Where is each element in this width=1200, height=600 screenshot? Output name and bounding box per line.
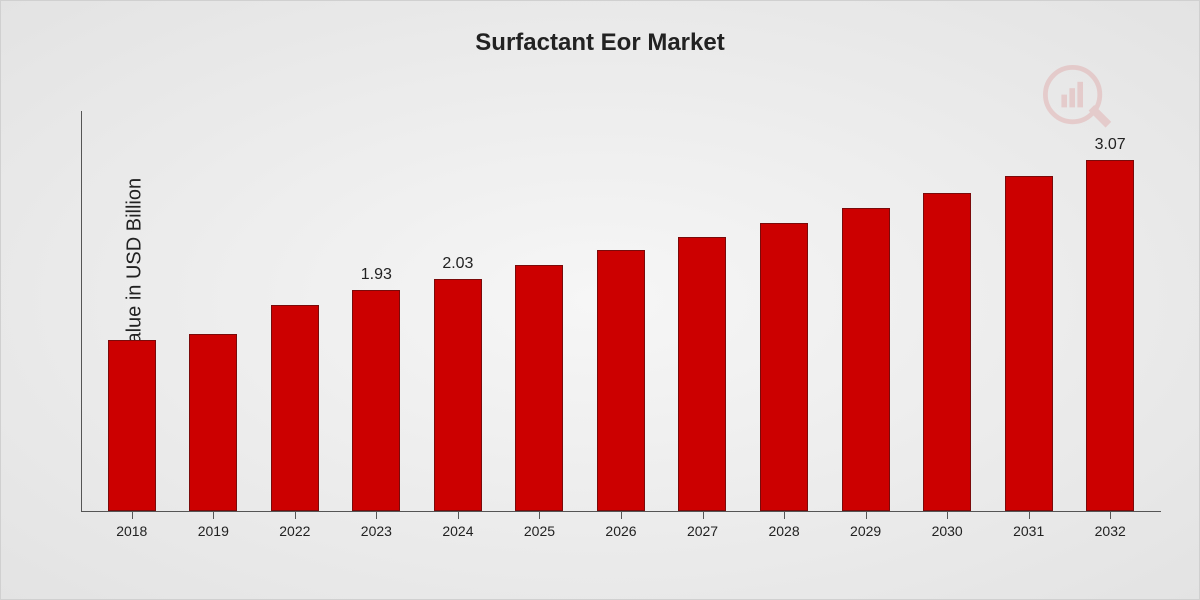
x-axis-label: 2018 <box>116 523 147 539</box>
x-axis-label: 2026 <box>605 523 636 539</box>
x-tick <box>703 511 704 519</box>
bar <box>923 193 971 511</box>
bar-slot <box>988 111 1070 511</box>
bar <box>434 279 482 511</box>
x-tick <box>947 511 948 519</box>
x-axis-label: 2032 <box>1095 523 1126 539</box>
bar-slot <box>825 111 907 511</box>
plot-area: 1.932.033.07 201820192022202320242025202… <box>81 111 1161 511</box>
bar <box>515 265 563 511</box>
x-axis-label: 2024 <box>442 523 473 539</box>
x-tick <box>213 511 214 519</box>
bar-slot <box>743 111 825 511</box>
x-axis-label: 2022 <box>279 523 310 539</box>
chart-container: Surfactant Eor Market Market Value in US… <box>0 0 1200 600</box>
bar-slot: 1.93 <box>336 111 418 511</box>
x-axis-label: 2025 <box>524 523 555 539</box>
bar-value-label: 1.93 <box>361 266 392 284</box>
bar-slot <box>580 111 662 511</box>
bars-group: 1.93 2.03 3.07 <box>81 111 1161 511</box>
bar-slot: 2.03 <box>417 111 499 511</box>
bar <box>271 305 319 511</box>
x-tick <box>1110 511 1111 519</box>
bar-slot <box>254 111 336 511</box>
x-axis-label: 2023 <box>361 523 392 539</box>
bar-slot <box>173 111 255 511</box>
x-axis-label: 2019 <box>198 523 229 539</box>
x-tick <box>295 511 296 519</box>
x-tick <box>866 511 867 519</box>
bar-slot <box>662 111 744 511</box>
x-tick <box>376 511 377 519</box>
bar <box>842 208 890 511</box>
x-tick <box>621 511 622 519</box>
bar-slot <box>499 111 581 511</box>
bar-slot <box>91 111 173 511</box>
x-tick <box>1029 511 1030 519</box>
bar <box>1086 160 1134 511</box>
x-axis-label: 2030 <box>932 523 963 539</box>
bar-value-label: 2.03 <box>442 255 473 273</box>
bar <box>760 223 808 511</box>
x-axis-label: 2029 <box>850 523 881 539</box>
bar <box>597 250 645 511</box>
x-tick <box>784 511 785 519</box>
x-tick <box>458 511 459 519</box>
bar-slot: 3.07 <box>1069 111 1151 511</box>
bar <box>352 290 400 511</box>
chart-title: Surfactant Eor Market <box>1 29 1199 57</box>
bar <box>1005 176 1053 511</box>
x-axis-label: 2027 <box>687 523 718 539</box>
x-tick <box>132 511 133 519</box>
x-tick <box>539 511 540 519</box>
x-axis-label: 2028 <box>768 523 799 539</box>
bar <box>108 340 156 511</box>
bar <box>189 334 237 511</box>
x-axis-label: 2031 <box>1013 523 1044 539</box>
bar <box>678 237 726 511</box>
bar-value-label: 3.07 <box>1095 136 1126 154</box>
bar-slot <box>906 111 988 511</box>
